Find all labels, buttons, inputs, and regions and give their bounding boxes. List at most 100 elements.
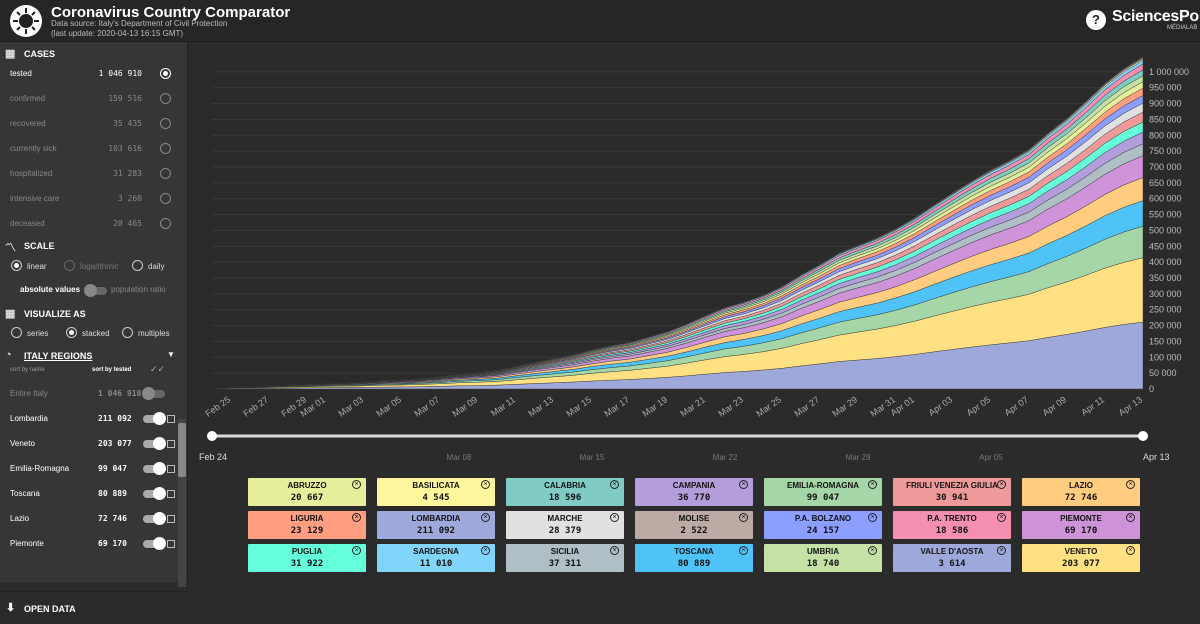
remove-icon[interactable]: × <box>610 480 619 489</box>
radio-icon[interactable] <box>160 93 171 104</box>
region-toggle[interactable] <box>143 487 166 500</box>
remove-icon[interactable]: × <box>352 546 361 555</box>
region-card-toscana[interactable]: TOSCANA 80 889 × <box>635 544 753 572</box>
remove-icon[interactable]: × <box>352 513 361 522</box>
region-card-p-a-trento[interactable]: P.A. TRENTO 18 586 × <box>893 511 1011 539</box>
case-row-hospitalized[interactable]: hospitalized 31 283 <box>0 164 188 184</box>
region-card-abruzzo[interactable]: ABRUZZO 20 667 × <box>248 478 366 506</box>
regions-section-header[interactable]: ◔ ITALY REGIONS ▼ <box>0 346 188 366</box>
double-check-icon[interactable]: ✓✓ <box>150 364 166 374</box>
radio-icon[interactable] <box>160 68 171 79</box>
card-name: EMILIA-ROMAGNA <box>787 481 859 490</box>
region-card-campania[interactable]: CAMPANIA 36 770 × <box>635 478 753 506</box>
region-row[interactable]: Toscana 80 889 <box>0 481 178 505</box>
region-toggle[interactable] <box>143 412 166 425</box>
ratio-toggle[interactable] <box>84 284 107 297</box>
region-row[interactable]: Lombardia 211 092 <box>0 406 178 430</box>
region-card-molise[interactable]: MOLISE 2 522 × <box>635 511 753 539</box>
case-row-recovered[interactable]: recovered 35 435 <box>0 114 188 134</box>
region-card-sicilia[interactable]: SICILIA 37 311 × <box>506 544 624 572</box>
case-row-intensive-care[interactable]: intensive care 3 260 <box>0 189 188 209</box>
toggle-knob <box>153 487 166 500</box>
remove-icon[interactable]: × <box>481 480 490 489</box>
remove-icon[interactable]: × <box>868 480 877 489</box>
region-card-lombardia[interactable]: LOMBARDIA 211 092 × <box>377 511 495 539</box>
remove-icon[interactable]: × <box>868 513 877 522</box>
y-tick-label: 100 000 <box>1149 352 1182 362</box>
region-card-piemonte[interactable]: PIEMONTE 69 170 × <box>1022 511 1140 539</box>
region-card-friuli-venezia-giulia[interactable]: FRIULI VENEZIA GIULIA 30 941 × <box>893 478 1011 506</box>
remove-icon[interactable]: × <box>739 546 748 555</box>
regions-title[interactable]: ITALY REGIONS <box>24 351 93 361</box>
region-solo-icon[interactable] <box>167 490 175 498</box>
remove-icon[interactable]: × <box>1126 480 1135 489</box>
chevron-down-icon[interactable]: ▼ <box>167 350 175 359</box>
region-card-p-a-bolzano[interactable]: P.A. BOLZANO 24 157 × <box>764 511 882 539</box>
region-card-liguria[interactable]: LIGURIA 23 129 × <box>248 511 366 539</box>
open-data-button[interactable]: ⬇ OPEN DATA <box>0 591 188 624</box>
region-solo-icon[interactable] <box>167 465 175 473</box>
help-icon[interactable]: ? <box>1086 10 1106 30</box>
region-row[interactable]: Entire Italy 1 046 910 <box>0 381 178 405</box>
radio-icon[interactable] <box>160 143 171 154</box>
remove-icon[interactable]: × <box>997 513 1006 522</box>
case-row-confirmed[interactable]: confirmed 159 516 <box>0 89 188 109</box>
radio-icon[interactable] <box>160 168 171 179</box>
remove-icon[interactable]: × <box>997 480 1006 489</box>
region-card-sardegna[interactable]: SARDEGNA 11 010 × <box>377 544 495 572</box>
radio-icon[interactable] <box>160 193 171 204</box>
region-solo-icon[interactable] <box>167 515 175 523</box>
region-row[interactable]: Piemonte 69 170 <box>0 531 178 555</box>
remove-icon[interactable]: × <box>610 546 619 555</box>
scroll-thumb[interactable] <box>178 423 186 477</box>
remove-icon[interactable]: × <box>610 513 619 522</box>
region-toggle[interactable] <box>143 462 166 475</box>
remove-icon[interactable]: × <box>1126 513 1135 522</box>
brand-sub: MÉDIALAB <box>1167 25 1198 31</box>
case-row-tested[interactable]: tested 1 046 910 <box>0 64 188 84</box>
region-row[interactable]: Lazio 72 746 <box>0 506 178 530</box>
stacked-area-chart[interactable]: 0 50 000 100 000 150 000 200 000 250 000 300 0… <box>189 42 1200 582</box>
remove-icon[interactable]: × <box>997 546 1006 555</box>
region-row[interactable]: Veneto 203 077 <box>0 431 178 455</box>
regions-scrollbar[interactable] <box>178 419 186 587</box>
x-tick-label: Mar 07 <box>412 394 441 418</box>
sort-by-name[interactable]: sort by name <box>10 367 45 373</box>
case-row-deceased[interactable]: deceased 20 465 <box>0 214 188 234</box>
brand-logo[interactable]: SciencesPo <box>1112 8 1199 25</box>
region-solo-icon[interactable] <box>167 540 175 548</box>
region-value: 203 077 <box>98 439 132 448</box>
region-toggle[interactable] <box>142 387 165 400</box>
viz-multiples-label: multiples <box>138 329 170 338</box>
region-card-veneto[interactable]: VENETO 203 077 × <box>1022 544 1140 572</box>
remove-icon[interactable]: × <box>868 546 877 555</box>
radio-icon[interactable] <box>160 218 171 229</box>
remove-icon[interactable]: × <box>481 513 490 522</box>
region-toggle[interactable] <box>143 437 166 450</box>
remove-icon[interactable]: × <box>481 546 490 555</box>
region-solo-icon[interactable] <box>167 415 175 423</box>
region-toggle[interactable] <box>143 512 166 525</box>
sort-by-tested[interactable]: sort by tested <box>92 367 132 373</box>
card-value: 72 746 <box>1064 493 1098 503</box>
region-card-calabria[interactable]: CALABRIA 18 596 × <box>506 478 624 506</box>
region-card-marche[interactable]: MARCHE 28 379 × <box>506 511 624 539</box>
region-row[interactable]: Emilia-Romagna 99 047 <box>0 456 178 480</box>
case-row-currently-sick[interactable]: currently sick 103 616 <box>0 139 188 159</box>
region-toggle[interactable] <box>143 537 166 550</box>
region-card-valle-d-aosta[interactable]: VALLE D'AOSTA 3 614 × <box>893 544 1011 572</box>
remove-icon[interactable]: × <box>352 480 361 489</box>
remove-icon[interactable]: × <box>1126 546 1135 555</box>
region-card-puglia[interactable]: PUGLIA 31 922 × <box>248 544 366 572</box>
region-card-lazio[interactable]: LAZIO 72 746 × <box>1022 478 1140 506</box>
region-solo-icon[interactable] <box>167 440 175 448</box>
region-card-umbria[interactable]: UMBRIA 18 740 × <box>764 544 882 572</box>
region-card-emilia-romagna[interactable]: EMILIA-ROMAGNA 99 047 × <box>764 478 882 506</box>
y-tick-label: 550 000 <box>1149 210 1182 220</box>
radio-icon[interactable] <box>160 118 171 129</box>
x-tick-label: Mar 23 <box>716 394 745 418</box>
region-card-basilicata[interactable]: BASILICATA 4 545 × <box>377 478 495 506</box>
remove-icon[interactable]: × <box>739 480 748 489</box>
toggle-knob <box>84 284 97 297</box>
remove-icon[interactable]: × <box>739 513 748 522</box>
